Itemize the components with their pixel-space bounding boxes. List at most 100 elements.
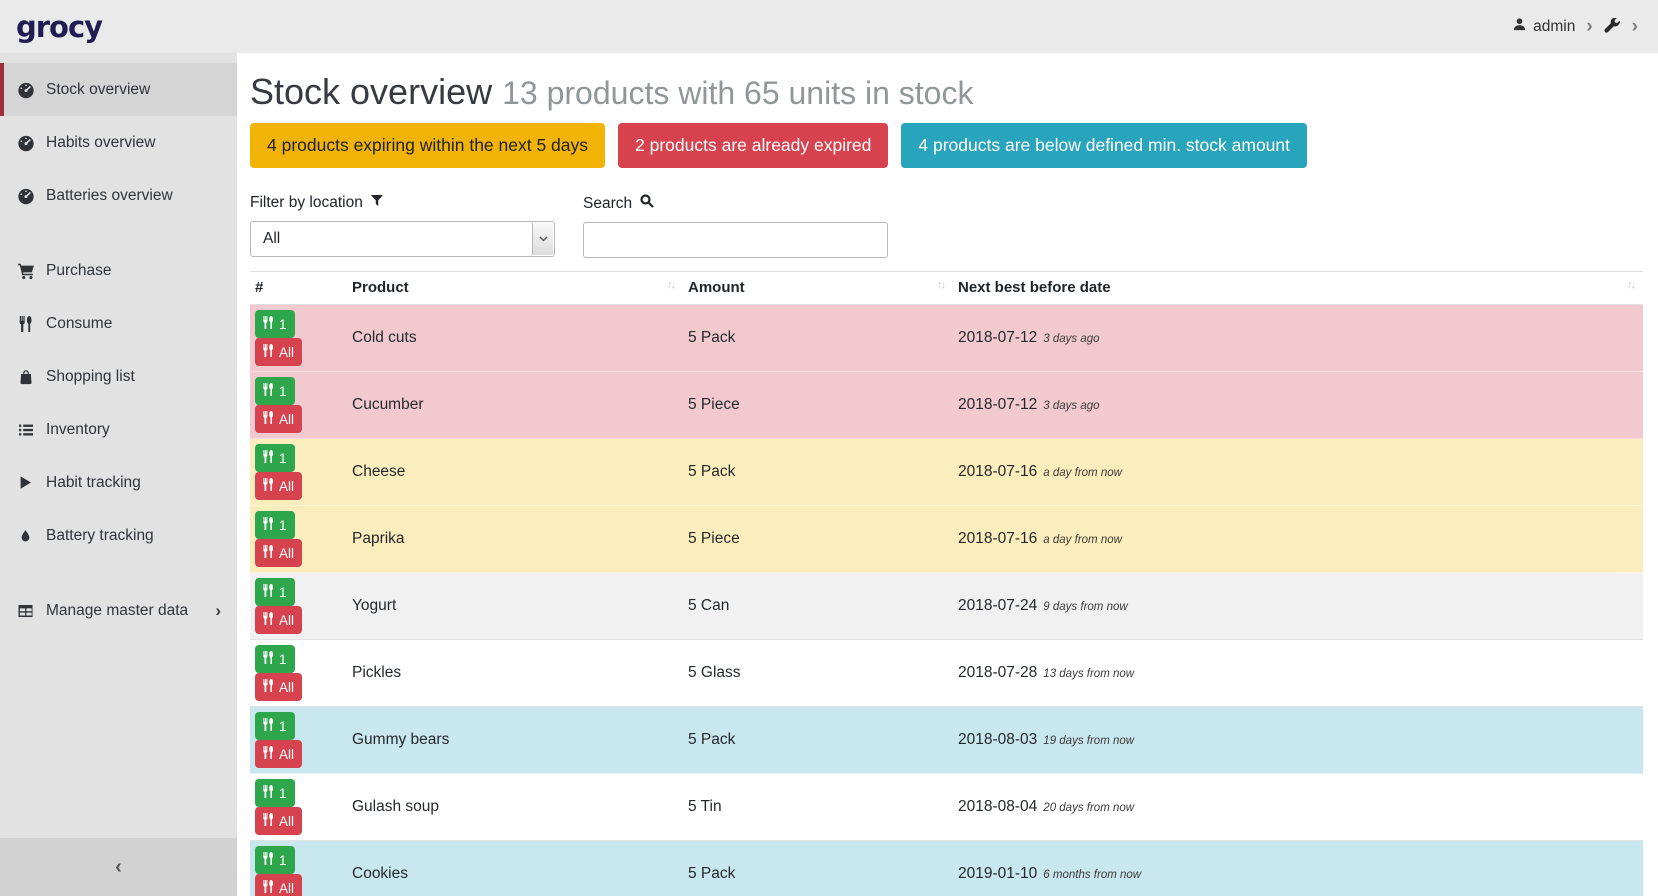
sidebar-item-battery-tracking[interactable]: Battery tracking: [0, 509, 237, 562]
search-label: Search: [583, 195, 632, 213]
row-actions: 1All: [250, 305, 347, 372]
table-row: 1AllYogurt5 Can2018-07-249 days from now: [250, 573, 1643, 640]
cutlery-icon: [263, 679, 274, 695]
best-before-date: 2018-07-12: [958, 329, 1037, 346]
consume-all-button[interactable]: All: [255, 405, 302, 433]
sidebar-item-consume[interactable]: Consume: [0, 297, 237, 350]
consume-one-button[interactable]: 1: [255, 377, 295, 405]
table-row: 1AllCheese5 Pack2018-07-16a day from now: [250, 439, 1643, 506]
sidebar-item-inventory[interactable]: Inventory: [0, 403, 237, 456]
sidebar-item-habits-overview[interactable]: Habits overview: [0, 116, 237, 169]
expiring-alert-button[interactable]: 4 products expiring within the next 5 da…: [250, 123, 605, 168]
cutlery-icon: [263, 545, 274, 561]
consume-one-button[interactable]: 1: [255, 779, 295, 807]
page-title: Stock overview 13 products with 65 units…: [250, 71, 1643, 113]
consume-one-button[interactable]: 1: [255, 645, 295, 673]
consume-all-button[interactable]: All: [255, 874, 302, 896]
column-header-product[interactable]: Product↑↓: [347, 272, 683, 305]
date-cell: 2018-07-16a day from now: [953, 439, 1643, 506]
sidebar: Stock overview Habits overview Batteries o…: [0, 53, 237, 896]
consume-all-button[interactable]: All: [255, 338, 302, 366]
consume-one-button[interactable]: 1: [255, 712, 295, 740]
consume-one-button[interactable]: 1: [255, 578, 295, 606]
stock-table: # Product↑↓ Amount↑↓ Next best before da…: [250, 271, 1643, 896]
row-actions: 1All: [250, 573, 347, 640]
sidebar-item-stock-overview[interactable]: Stock overview: [0, 63, 237, 116]
consume-one-button[interactable]: 1: [255, 511, 295, 539]
timeago-text: 20 days from now: [1043, 802, 1134, 814]
below-min-stock-alert-button[interactable]: 4 products are below defined min. stock …: [901, 123, 1307, 168]
play-icon: [16, 475, 35, 490]
timeago-text: a day from now: [1043, 467, 1122, 479]
best-before-date: 2018-07-24: [958, 597, 1037, 614]
consume-all-button[interactable]: All: [255, 539, 302, 567]
sidebar-nav: Stock overview Habits overview Batteries o…: [0, 53, 237, 637]
table-controls: Filter by location All Search: [250, 194, 1643, 258]
product-cell: Cookies: [347, 841, 683, 896]
location-filter: Filter by location All: [250, 194, 555, 258]
product-cell: Cold cuts: [347, 305, 683, 372]
sidebar-collapse-button[interactable]: ‹: [0, 838, 237, 896]
product-cell: Gummy bears: [347, 707, 683, 774]
consume-all-button[interactable]: All: [255, 807, 302, 835]
consume-all-button[interactable]: All: [255, 673, 302, 701]
consume-one-button[interactable]: 1: [255, 310, 295, 338]
sidebar-item-manage-master-data[interactable]: Manage master data›: [0, 584, 237, 637]
sort-icon[interactable]: ↑↓: [937, 279, 948, 291]
chevron-right-icon: ›: [215, 601, 221, 621]
column-header-amount[interactable]: Amount↑↓: [683, 272, 953, 305]
row-actions: 1All: [250, 707, 347, 774]
location-select[interactable]: All: [250, 221, 555, 257]
table-row: 1AllCold cuts5 Pack2018-07-123 days ago: [250, 305, 1643, 372]
timeago-text: 19 days from now: [1043, 735, 1134, 747]
sidebar-item-label: Shopping list: [46, 368, 135, 386]
list-icon: [16, 422, 35, 438]
sort-icon[interactable]: ↑↓: [667, 279, 678, 291]
sort-icon[interactable]: ↑↓: [1627, 279, 1638, 291]
timeago-text: a day from now: [1043, 534, 1122, 546]
date-cell: 2018-07-16a day from now: [953, 506, 1643, 573]
consume-one-button[interactable]: 1: [255, 846, 295, 874]
date-cell: 2018-08-0420 days from now: [953, 774, 1643, 841]
table-header-row: # Product↑↓ Amount↑↓ Next best before da…: [250, 272, 1643, 305]
search-input[interactable]: [583, 222, 888, 258]
product-cell: Cucumber: [347, 372, 683, 439]
user-icon: [1512, 17, 1527, 37]
column-header-number[interactable]: #: [250, 272, 347, 305]
sidebar-item-label: Inventory: [46, 421, 110, 439]
cutlery-icon: [263, 880, 274, 896]
gauge-icon: [16, 134, 35, 152]
sidebar-item-label: Purchase: [46, 262, 111, 280]
filter-icon: [371, 194, 383, 212]
expired-alert-button[interactable]: 2 products are already expired: [618, 123, 888, 168]
timeago-text: 3 days ago: [1043, 333, 1099, 345]
row-actions: 1All: [250, 640, 347, 707]
grid-icon: [16, 603, 35, 619]
sidebar-item-purchase[interactable]: Purchase: [0, 244, 237, 297]
sidebar-item-shopping-list[interactable]: Shopping list: [0, 350, 237, 403]
sidebar-item-habit-tracking[interactable]: Habit tracking: [0, 456, 237, 509]
date-cell: 2018-08-0319 days from now: [953, 707, 1643, 774]
product-cell: Pickles: [347, 640, 683, 707]
sidebar-item-label: Habits overview: [46, 134, 155, 152]
consume-all-button[interactable]: All: [255, 740, 302, 768]
cutlery-icon: [16, 316, 35, 332]
chevron-left-icon: ‹: [115, 856, 122, 879]
grocy-logo[interactable]: grocy: [16, 10, 102, 44]
consume-all-button[interactable]: All: [255, 472, 302, 500]
amount-cell: 5 Piece: [683, 506, 953, 573]
amount-cell: 5 Can: [683, 573, 953, 640]
sidebar-item-batteries-overview[interactable]: Batteries overview: [0, 169, 237, 222]
consume-one-button[interactable]: 1: [255, 444, 295, 472]
sidebar-item-label: Battery tracking: [46, 527, 154, 545]
chevron-right-icon[interactable]: ›: [1632, 17, 1638, 36]
consume-all-button[interactable]: All: [255, 606, 302, 634]
cutlery-icon: [263, 813, 274, 829]
table-row: 1AllPaprika5 Piece2018-07-16a day from n…: [250, 506, 1643, 573]
user-name: admin: [1533, 18, 1575, 36]
user-menu[interactable]: admin: [1512, 17, 1575, 37]
wrench-icon[interactable]: [1604, 18, 1621, 35]
column-header-date[interactable]: Next best before date↑↓: [953, 272, 1643, 305]
chevron-right-icon[interactable]: ›: [1586, 17, 1592, 36]
amount-cell: 5 Pack: [683, 707, 953, 774]
